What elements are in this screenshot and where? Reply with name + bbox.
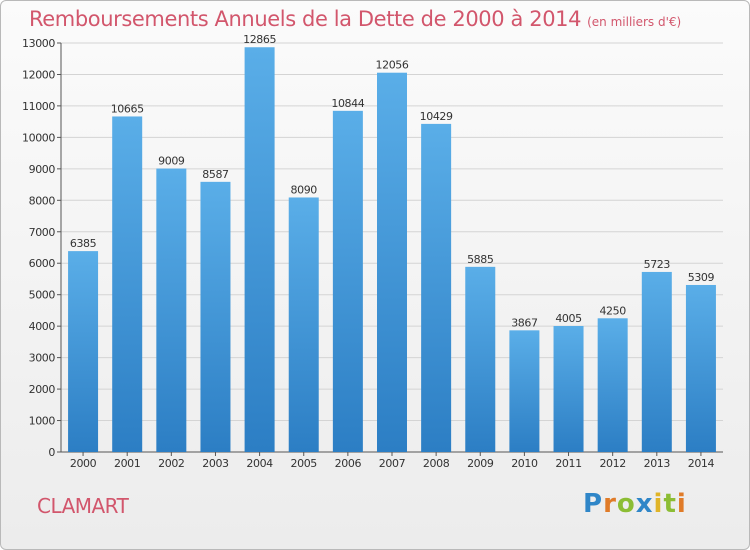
data-label: 9009: [158, 155, 185, 168]
bars: [68, 47, 716, 453]
y-tick-label: 1000: [29, 415, 56, 428]
y-tick-label: 6000: [29, 257, 56, 270]
x-tick-label: 2008: [423, 457, 450, 470]
data-label: 10665: [111, 102, 144, 115]
y-tick-label: 0: [48, 446, 55, 459]
bar: [509, 330, 540, 452]
y-tick-label: 12000: [22, 68, 55, 81]
bar: [465, 266, 496, 452]
data-label: 8090: [291, 183, 318, 196]
bar: [156, 168, 187, 453]
x-tick-label: 2003: [202, 457, 229, 470]
x-tick-label: 2001: [114, 457, 140, 470]
bar: [288, 197, 319, 452]
x-tick-label: 2005: [291, 457, 318, 470]
y-tick-label: 13000: [22, 37, 55, 50]
y-tick-label: 11000: [22, 100, 55, 113]
y-tick-label: 7000: [29, 226, 56, 239]
data-label: 3867: [511, 316, 538, 329]
data-label: 10844: [331, 97, 364, 110]
bar: [200, 181, 231, 452]
y-tick-label: 9000: [29, 163, 56, 176]
x-tick-label: 2013: [644, 457, 671, 470]
x-tick-label: 2000: [70, 457, 97, 470]
unit-note: (en milliers d'€): [587, 15, 682, 29]
bar: [641, 271, 672, 452]
data-label: 5723: [644, 258, 671, 271]
x-tick-label: 2006: [335, 457, 362, 470]
x-tick-label: 2014: [688, 457, 715, 470]
x-tick-label: 2002: [158, 457, 184, 470]
y-tick-label: 8000: [29, 194, 56, 207]
y-tick-label: 3000: [29, 352, 56, 365]
bar: [68, 251, 99, 452]
y-tick-label: 5000: [29, 289, 56, 302]
bar: [597, 318, 628, 452]
x-tick-label: 2012: [599, 457, 625, 470]
bar: [112, 116, 143, 452]
data-label: 10429: [420, 110, 453, 123]
y-tick-label: 2000: [29, 383, 56, 396]
bar: [244, 47, 275, 452]
data-label: 4250: [599, 304, 626, 317]
data-label: 8587: [202, 168, 229, 181]
bar: [332, 110, 363, 452]
x-tick-label: 2009: [467, 457, 494, 470]
data-label: 4005: [555, 312, 582, 325]
x-tick-label: 2007: [379, 457, 406, 470]
data-labels: 6385 10665 9009 8587 12865 8090 10844 12056 1042…: [70, 33, 715, 329]
x-tick-label: 2004: [246, 457, 273, 470]
data-label: 12865: [243, 33, 276, 46]
x-tick-label: 2010: [511, 457, 538, 470]
city-name: CLAMART: [37, 494, 129, 518]
bar: [553, 325, 584, 452]
chart-title: Remboursements Annuels de la Dette de 20…: [29, 7, 681, 31]
y-tick-label: 4000: [29, 320, 56, 333]
chart-title-text: Remboursements Annuels de la Dette de 20…: [29, 7, 582, 31]
bar: [421, 123, 452, 452]
bar: [377, 72, 407, 452]
data-label: 6385: [70, 237, 97, 250]
x-tick-label: 2011: [555, 457, 581, 470]
bar: [685, 284, 716, 452]
data-label: 5309: [688, 271, 715, 284]
data-label: 5885: [467, 253, 494, 266]
tick-labels: 0 1000 2000 3000 4000 5000 6000 7000 8000 9000 100…: [22, 37, 715, 470]
y-tick-label: 10000: [22, 131, 55, 144]
data-label: 12056: [376, 59, 409, 72]
proxiti-logo[interactable]: Proxiti: [583, 489, 687, 519]
